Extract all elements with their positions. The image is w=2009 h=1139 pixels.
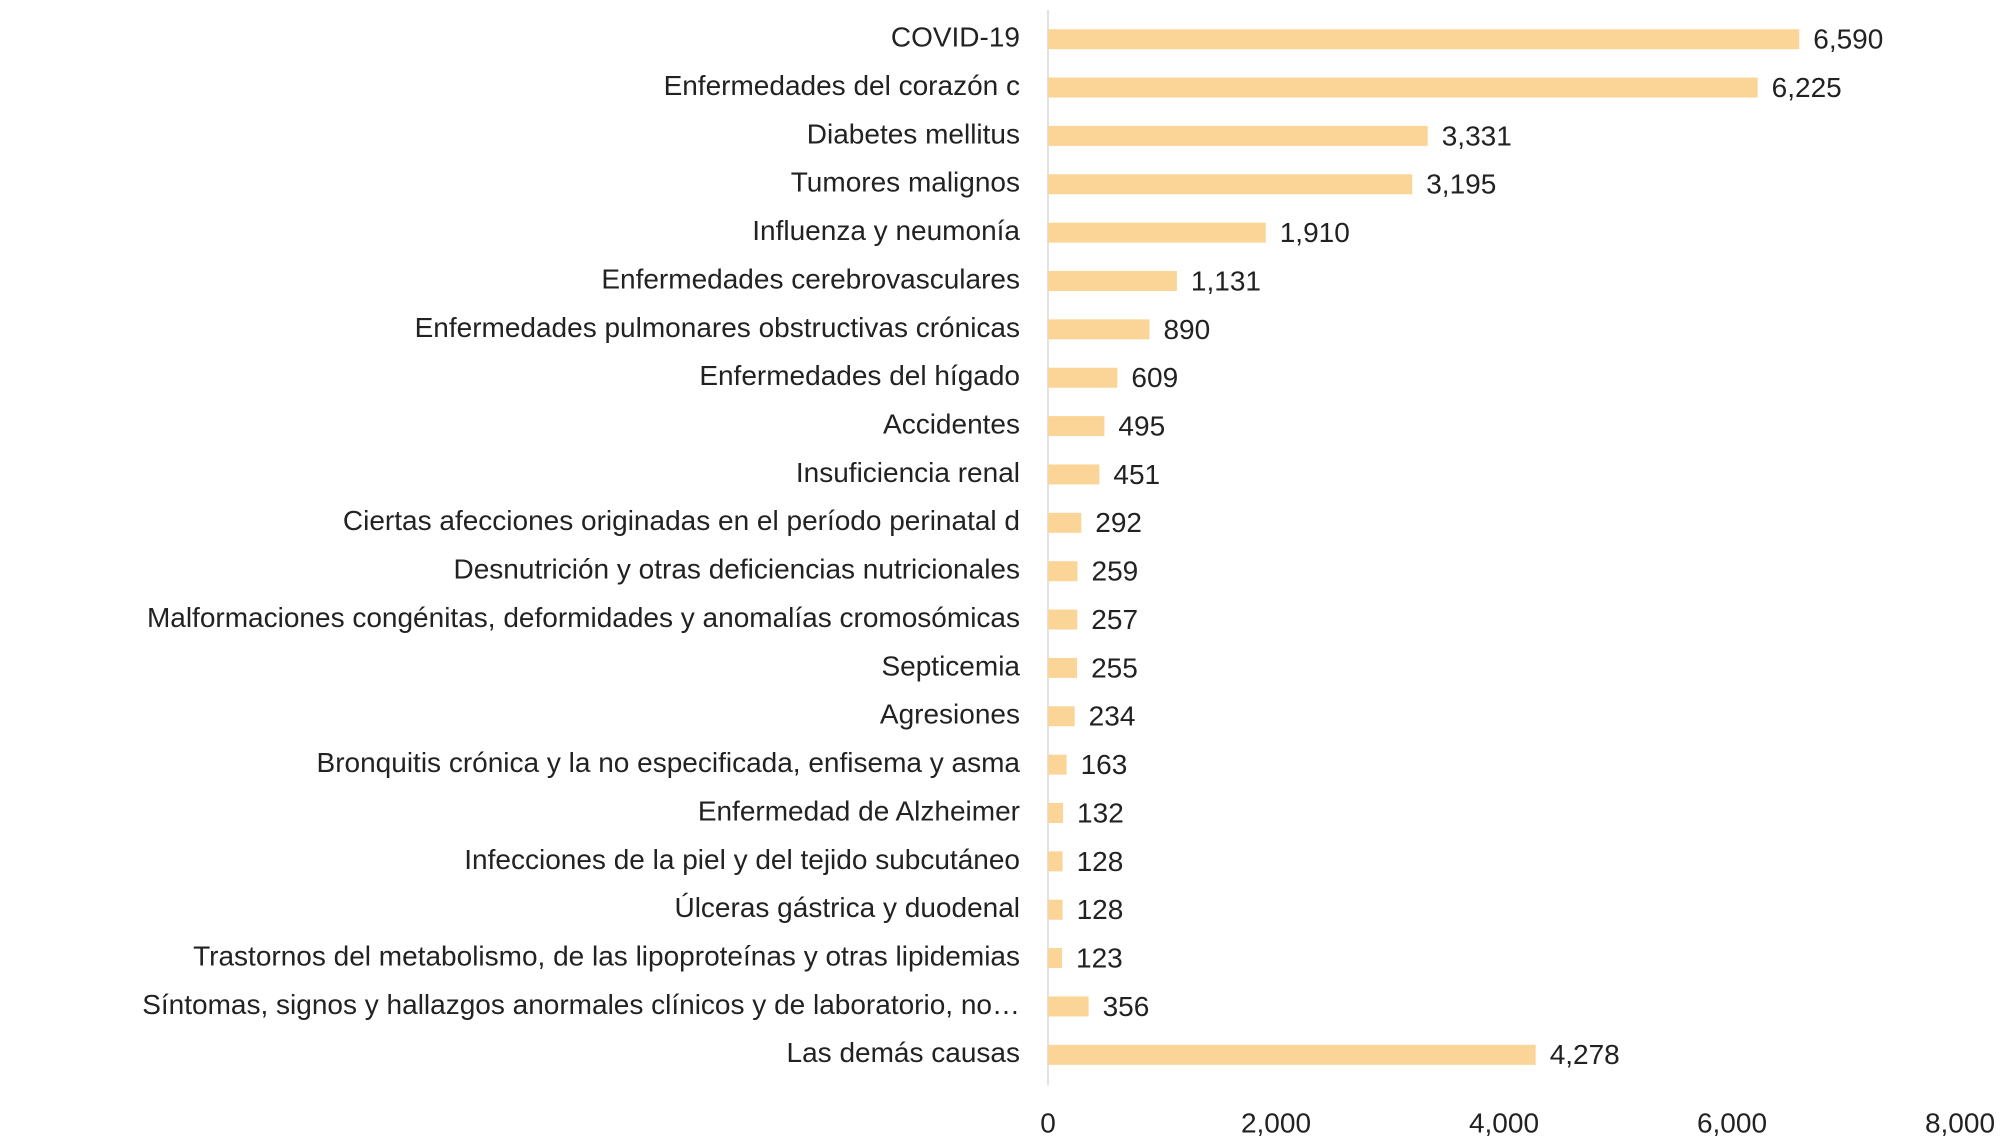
y-tick-label: Enfermedades cerebrovasculares (601, 263, 1020, 294)
data-label: 163 (1081, 749, 1128, 780)
y-tick-label: Septicemia (881, 650, 1020, 681)
x-tick-label: 2,000 (1241, 1107, 1311, 1138)
x-tick-label: 0 (1040, 1107, 1056, 1138)
y-tick-label: COVID-19 (891, 22, 1020, 53)
bar (1048, 174, 1413, 195)
data-label: 3,195 (1426, 169, 1496, 200)
bar (1048, 77, 1758, 98)
bar (1048, 416, 1105, 437)
data-label: 259 (1092, 556, 1139, 587)
bar (1048, 899, 1063, 920)
y-tick-label: Influenza y neumonía (752, 215, 1020, 246)
y-tick-label: Úlceras gástrica y duodenal (674, 892, 1020, 923)
bar (1048, 1044, 1536, 1065)
y-tick-label: Enfermedades del corazón c (664, 70, 1020, 101)
y-tick-label: Accidentes (883, 408, 1020, 439)
y-tick-label: Malformaciones congénitas, deformidades … (147, 602, 1020, 633)
bar (1048, 561, 1078, 582)
bar (1048, 512, 1082, 533)
bar (1048, 271, 1177, 291)
y-tick-label: Insuficiencia renal (796, 457, 1020, 488)
bar (1048, 754, 1067, 775)
data-label: 1,910 (1280, 217, 1350, 248)
bar (1048, 851, 1063, 872)
bar (1048, 29, 1800, 50)
y-tick-label: Diabetes mellitus (807, 118, 1020, 149)
data-label: 6,590 (1813, 24, 1883, 55)
bar (1048, 706, 1075, 727)
y-tick-label: Trastornos del metabolismo, de las lipop… (193, 940, 1020, 971)
x-tick-label: 8,000 (1925, 1107, 1995, 1138)
x-tick-label: 6,000 (1697, 1107, 1767, 1138)
data-label: 890 (1163, 314, 1210, 345)
y-tick-label: Enfermedades pulmonares obstructivas cró… (415, 312, 1020, 343)
bar (1048, 657, 1078, 678)
y-tick-label: Enfermedades del hígado (699, 360, 1020, 391)
y-tick-label: Enfermedad de Alzheimer (698, 795, 1020, 826)
y-tick-label: Desnutrición y otras deficiencias nutric… (454, 554, 1021, 585)
data-label: 255 (1091, 652, 1138, 683)
data-label: 234 (1089, 701, 1136, 732)
bar (1048, 996, 1089, 1017)
data-label: 132 (1077, 797, 1124, 828)
data-label: 6,225 (1772, 72, 1842, 103)
y-tick-label: Las demás causas (787, 1037, 1020, 1068)
bar (1048, 319, 1150, 340)
data-label: 1,131 (1191, 265, 1261, 296)
data-label: 123 (1076, 942, 1123, 973)
data-label: 128 (1077, 846, 1124, 877)
y-tick-label: Ciertas afecciones originadas en el perí… (343, 505, 1020, 536)
bar (1048, 803, 1064, 823)
x-tick-label: 4,000 (1469, 1107, 1539, 1138)
data-label: 356 (1103, 991, 1150, 1022)
y-tick-label: Bronquitis crónica y la no especificada,… (317, 747, 1021, 778)
bar (1048, 948, 1063, 969)
y-tick-label: Síntomas, signos y hallazgos anormales c… (142, 989, 1020, 1020)
bar (1048, 464, 1100, 485)
data-label: 609 (1131, 362, 1178, 393)
y-tick-label: Tumores malignos (791, 167, 1020, 198)
bar (1048, 125, 1428, 146)
bar (1048, 222, 1266, 243)
y-tick-label: Agresiones (880, 699, 1020, 730)
bar (1048, 367, 1118, 388)
data-label: 292 (1095, 507, 1142, 538)
data-label: 495 (1118, 410, 1165, 441)
data-label: 3,331 (1442, 120, 1512, 151)
bar (1048, 609, 1078, 630)
data-label: 451 (1113, 459, 1160, 490)
data-label: 257 (1091, 604, 1138, 635)
data-label: 128 (1077, 894, 1124, 925)
data-label: 4,278 (1550, 1039, 1620, 1070)
y-tick-label: Infecciones de la piel y del tejido subc… (464, 844, 1020, 875)
